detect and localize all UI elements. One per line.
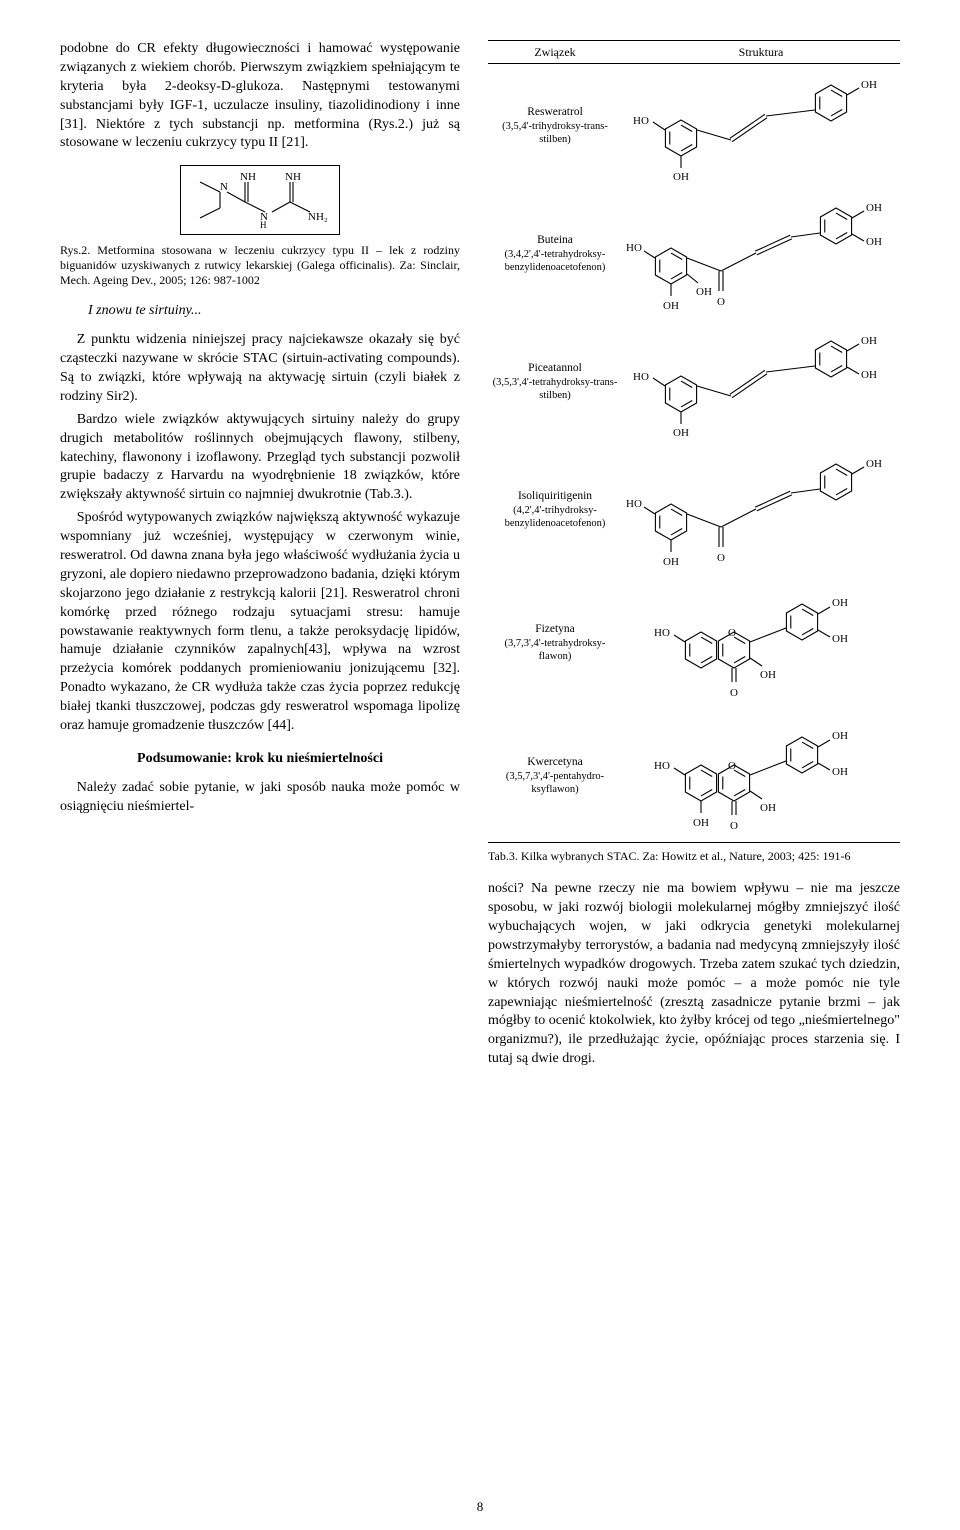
subheading: I znowu te sirtuiny... [88, 302, 460, 321]
svg-text:NH₂: NH₂ [308, 211, 328, 223]
svg-text:HO: HO [633, 371, 649, 383]
table-header: Struktura [622, 41, 900, 64]
svg-text:OH: OH [832, 766, 848, 778]
svg-text:OH: OH [832, 633, 848, 645]
compound-structure: HO OH OH OH [622, 320, 900, 443]
svg-text:OH: OH [866, 458, 882, 470]
paragraph: podobne do CR efekty długowieczności i h… [60, 40, 460, 153]
svg-text:OH: OH [663, 300, 679, 312]
section-heading: Podsumowanie: krok ku nieśmiertelności [60, 750, 460, 769]
figure-2-structure: N NH N H NH NH₂ [180, 165, 340, 235]
svg-text:HO: HO [633, 115, 649, 127]
svg-text:OH: OH [866, 236, 882, 248]
compound-name: Fizetyna (3,7,3',4'-tetrahydroksy-flawon… [488, 576, 622, 709]
svg-text:OH: OH [832, 597, 848, 609]
compound-name: Resweratrol (3,5,4'-trihydroksy-trans-st… [488, 64, 622, 188]
svg-text:HO: HO [654, 627, 670, 639]
svg-text:O: O [728, 760, 736, 772]
compound-name: Kwercetyna (3,5,7,3',4'-pentahydro-ksyfl… [488, 709, 622, 843]
svg-text:O: O [717, 296, 725, 308]
svg-text:OH: OH [861, 79, 877, 91]
svg-text:H: H [260, 220, 267, 230]
svg-text:OH: OH [696, 286, 712, 298]
svg-text:O: O [717, 552, 725, 564]
paragraph: Spośród wytypowanych związków największą… [60, 509, 460, 736]
compound-structure: O HO OH OH [622, 443, 900, 576]
compound-name: Isoliquiritigenin (4,2',4'-trihydroksy-b… [488, 443, 622, 576]
paragraph: Z punktu widzenia niniejszej pracy najci… [60, 331, 460, 407]
svg-text:O: O [728, 627, 736, 639]
compound-structure: HO OH OH [622, 64, 900, 188]
table-header: Związek [488, 41, 622, 64]
svg-text:HO: HO [626, 498, 642, 510]
compound-name: Piceatannol (3,5,3',4'-tetrahydroksy-tra… [488, 320, 622, 443]
svg-text:O: O [730, 687, 738, 699]
compound-structure: O O HO OH OH OH OH [622, 709, 900, 843]
compound-name: Buteina (3,4,2',4'-tetrahydroksy-benzyli… [488, 187, 622, 320]
svg-text:HO: HO [626, 242, 642, 254]
svg-text:OH: OH [832, 730, 848, 742]
svg-text:N: N [220, 181, 228, 193]
compound-structure: O O HO OH OH OH [622, 576, 900, 709]
svg-text:OH: OH [693, 817, 709, 829]
svg-text:OH: OH [760, 802, 776, 814]
svg-text:OH: OH [663, 556, 679, 568]
figure-2-caption: Rys.2. Metformina stosowana w leczeniu c… [60, 243, 460, 288]
svg-text:NH: NH [285, 171, 301, 183]
svg-text:OH: OH [760, 669, 776, 681]
svg-text:OH: OH [861, 335, 877, 347]
svg-text:OH: OH [866, 202, 882, 214]
compound-structure: O HO OH OH OH OH [622, 187, 900, 320]
paragraph: Bardzo wiele związków aktywujących sirtu… [60, 411, 460, 505]
page-number: 8 [477, 1498, 484, 1516]
paragraph: ności? Na pewne rzeczy nie ma bowiem wpł… [488, 880, 900, 1069]
table-caption: Tab.3. Kilka wybranych STAC. Za: Howitz … [488, 849, 900, 864]
compound-table: Związek Struktura Resweratrol (3,5,4'-tr… [488, 40, 900, 843]
svg-text:OH: OH [861, 369, 877, 381]
svg-text:OH: OH [673, 171, 689, 183]
svg-text:OH: OH [673, 427, 689, 439]
paragraph: Należy zadać sobie pytanie, w jaki sposó… [60, 779, 460, 817]
svg-text:NH: NH [240, 171, 256, 183]
svg-text:HO: HO [654, 760, 670, 772]
svg-text:O: O [730, 820, 738, 832]
